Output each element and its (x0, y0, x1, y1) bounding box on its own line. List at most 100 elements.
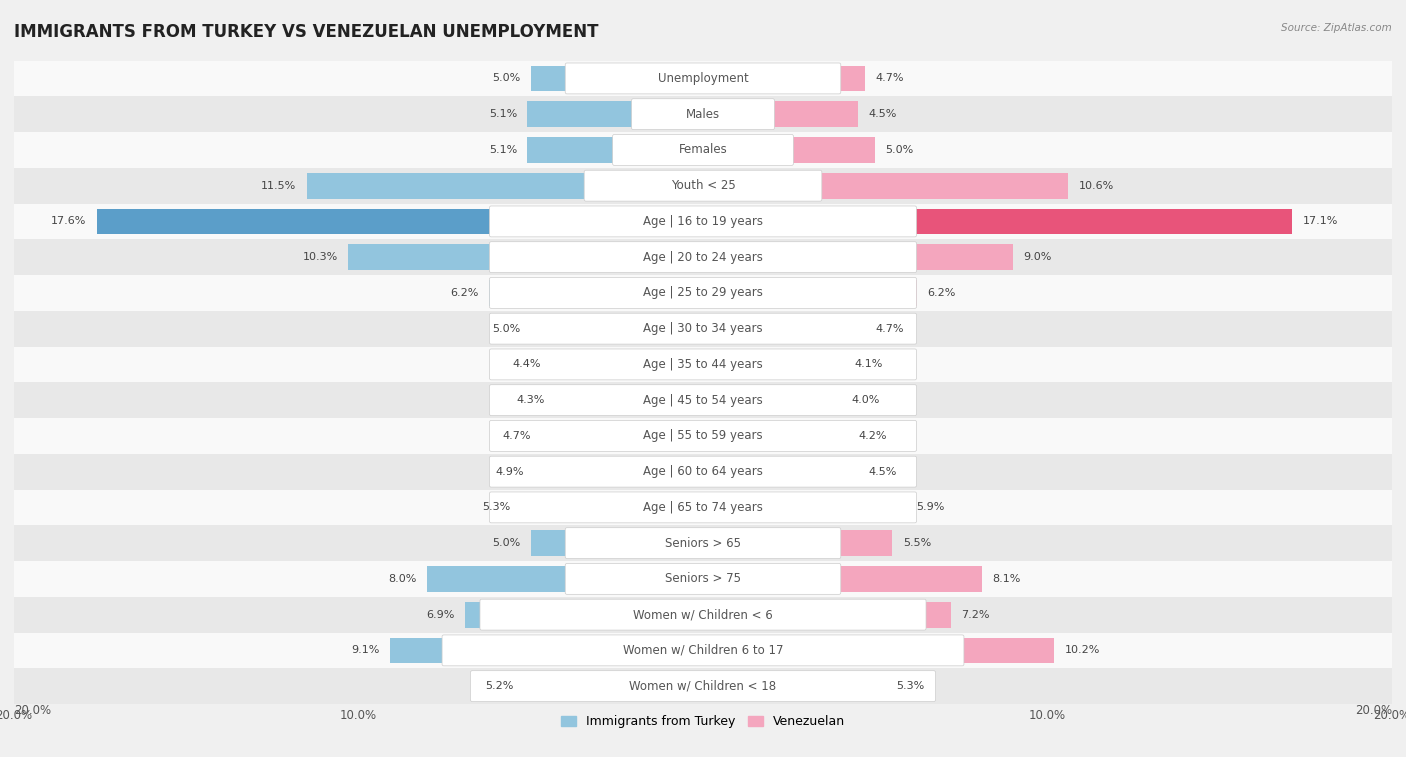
Text: 5.0%: 5.0% (886, 145, 914, 155)
Text: 10.2%: 10.2% (1064, 646, 1099, 656)
FancyBboxPatch shape (489, 278, 917, 308)
FancyBboxPatch shape (14, 168, 1392, 204)
Text: 6.2%: 6.2% (927, 288, 955, 298)
Text: Age | 25 to 29 years: Age | 25 to 29 years (643, 286, 763, 300)
Bar (520, 494, 703, 520)
Bar (531, 316, 703, 341)
FancyBboxPatch shape (14, 347, 1392, 382)
Text: Age | 45 to 54 years: Age | 45 to 54 years (643, 394, 763, 407)
Text: 5.0%: 5.0% (492, 324, 520, 334)
FancyBboxPatch shape (14, 561, 1392, 597)
Text: 6.2%: 6.2% (451, 288, 479, 298)
FancyBboxPatch shape (565, 528, 841, 559)
Bar (703, 602, 950, 628)
Bar (703, 66, 865, 92)
FancyBboxPatch shape (14, 96, 1392, 132)
Bar (389, 637, 703, 663)
Bar (703, 673, 886, 699)
Bar (703, 637, 1054, 663)
Text: 5.1%: 5.1% (489, 109, 517, 119)
Bar (703, 423, 848, 449)
Legend: Immigrants from Turkey, Venezuelan: Immigrants from Turkey, Venezuelan (555, 710, 851, 733)
FancyBboxPatch shape (489, 385, 917, 416)
Text: Women w/ Children < 6: Women w/ Children < 6 (633, 608, 773, 621)
FancyBboxPatch shape (489, 456, 917, 487)
Text: 20.0%: 20.0% (14, 704, 51, 717)
Text: 20.0%: 20.0% (1355, 704, 1392, 717)
Bar (703, 137, 875, 163)
Text: Age | 20 to 24 years: Age | 20 to 24 years (643, 251, 763, 263)
Text: 9.1%: 9.1% (352, 646, 380, 656)
Text: 4.5%: 4.5% (869, 466, 897, 477)
Bar (465, 602, 703, 628)
Text: 5.9%: 5.9% (917, 503, 945, 512)
Text: IMMIGRANTS FROM TURKEY VS VENEZUELAN UNEMPLOYMENT: IMMIGRANTS FROM TURKEY VS VENEZUELAN UNE… (14, 23, 599, 41)
FancyBboxPatch shape (14, 453, 1392, 490)
Text: 7.2%: 7.2% (962, 609, 990, 620)
Text: Females: Females (679, 143, 727, 157)
Text: 10.3%: 10.3% (302, 252, 337, 262)
FancyBboxPatch shape (14, 275, 1392, 311)
FancyBboxPatch shape (565, 63, 841, 94)
Text: Age | 35 to 44 years: Age | 35 to 44 years (643, 358, 763, 371)
FancyBboxPatch shape (14, 490, 1392, 525)
Text: Source: ZipAtlas.com: Source: ZipAtlas.com (1281, 23, 1392, 33)
Text: 11.5%: 11.5% (262, 181, 297, 191)
Text: Males: Males (686, 107, 720, 120)
Bar (531, 531, 703, 556)
Text: 8.0%: 8.0% (388, 574, 418, 584)
Bar (703, 351, 844, 377)
FancyBboxPatch shape (14, 61, 1392, 96)
Bar (555, 388, 703, 413)
FancyBboxPatch shape (14, 382, 1392, 418)
Text: Seniors > 65: Seniors > 65 (665, 537, 741, 550)
FancyBboxPatch shape (14, 668, 1392, 704)
Text: 8.1%: 8.1% (993, 574, 1021, 584)
Text: 4.3%: 4.3% (516, 395, 544, 405)
Bar (703, 459, 858, 484)
Text: 4.2%: 4.2% (858, 431, 887, 441)
Text: Age | 16 to 19 years: Age | 16 to 19 years (643, 215, 763, 228)
Bar (703, 101, 858, 127)
FancyBboxPatch shape (631, 98, 775, 129)
Text: Age | 55 to 59 years: Age | 55 to 59 years (643, 429, 763, 442)
Bar (703, 280, 917, 306)
FancyBboxPatch shape (565, 563, 841, 594)
Text: 4.5%: 4.5% (869, 109, 897, 119)
Text: 5.3%: 5.3% (482, 503, 510, 512)
Text: 5.1%: 5.1% (489, 145, 517, 155)
Text: 10.6%: 10.6% (1078, 181, 1114, 191)
Bar (427, 566, 703, 592)
Bar (527, 101, 703, 127)
Text: 5.0%: 5.0% (492, 538, 520, 548)
Bar (527, 137, 703, 163)
Text: 6.9%: 6.9% (426, 609, 456, 620)
Text: 4.0%: 4.0% (851, 395, 880, 405)
FancyBboxPatch shape (471, 671, 935, 702)
Text: Youth < 25: Youth < 25 (671, 179, 735, 192)
Bar (534, 459, 703, 484)
Text: Age | 65 to 74 years: Age | 65 to 74 years (643, 501, 763, 514)
FancyBboxPatch shape (14, 633, 1392, 668)
FancyBboxPatch shape (14, 311, 1392, 347)
FancyBboxPatch shape (441, 635, 965, 666)
Bar (97, 208, 703, 235)
Text: 5.5%: 5.5% (903, 538, 931, 548)
Bar (531, 66, 703, 92)
Text: 17.6%: 17.6% (51, 217, 86, 226)
FancyBboxPatch shape (14, 204, 1392, 239)
Text: Seniors > 75: Seniors > 75 (665, 572, 741, 585)
Bar (703, 566, 981, 592)
Bar (703, 316, 865, 341)
FancyBboxPatch shape (14, 132, 1392, 168)
Bar (489, 280, 703, 306)
Text: Women w/ Children < 18: Women w/ Children < 18 (630, 680, 776, 693)
FancyBboxPatch shape (489, 313, 917, 344)
FancyBboxPatch shape (14, 418, 1392, 453)
FancyBboxPatch shape (613, 135, 793, 165)
Bar (307, 173, 703, 198)
Text: Women w/ Children 6 to 17: Women w/ Children 6 to 17 (623, 644, 783, 657)
Text: 5.2%: 5.2% (485, 681, 513, 691)
FancyBboxPatch shape (583, 170, 823, 201)
Text: 4.1%: 4.1% (855, 360, 883, 369)
